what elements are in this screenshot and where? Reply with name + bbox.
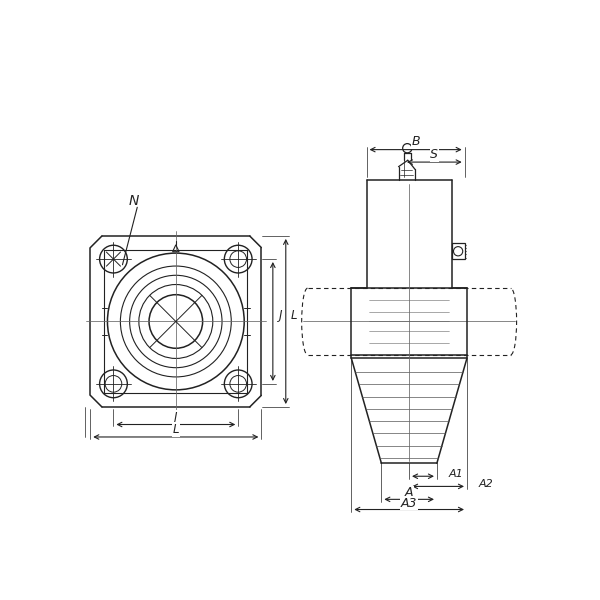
Text: A2: A2	[478, 479, 493, 489]
Text: J: J	[174, 410, 178, 424]
Text: N: N	[129, 194, 139, 208]
Text: L: L	[173, 423, 179, 436]
Text: B: B	[411, 135, 420, 148]
Bar	[452, 243, 464, 259]
Text: A: A	[405, 487, 413, 499]
Text: L: L	[291, 310, 298, 322]
Text: A3: A3	[401, 497, 418, 509]
Text: S: S	[430, 148, 438, 161]
Text: A1: A1	[448, 469, 463, 479]
Text: J: J	[280, 310, 283, 322]
